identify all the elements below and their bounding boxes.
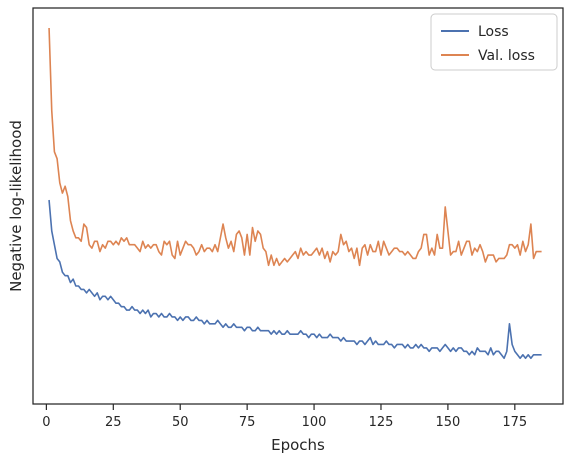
x-tick-label: 125 <box>369 415 394 430</box>
legend-label-loss: Loss <box>478 24 509 40</box>
plot-frame <box>32 7 564 405</box>
x-tick-label: 150 <box>435 415 460 430</box>
x-tick-label: 75 <box>239 415 256 430</box>
plot-background <box>33 8 563 404</box>
x-tick-label: 25 <box>105 415 122 430</box>
x-tick-label: 0 <box>42 415 50 430</box>
x-tick-label: 50 <box>172 415 189 430</box>
x-axis-ticks: 0 25 50 75 100 125 150 175 <box>42 404 527 430</box>
series-line-val-loss <box>48 27 542 267</box>
series-layer <box>48 27 542 360</box>
x-axis-label: Epochs <box>271 436 325 454</box>
series-line-loss <box>48 199 542 360</box>
y-axis-label: Negative log-likelihood <box>7 120 25 292</box>
x-tick-label: 175 <box>502 415 527 430</box>
x-tick-label: 100 <box>302 415 327 430</box>
legend-label-val-loss: Val. loss <box>478 48 535 64</box>
legend: Loss Val. loss <box>430 13 558 71</box>
